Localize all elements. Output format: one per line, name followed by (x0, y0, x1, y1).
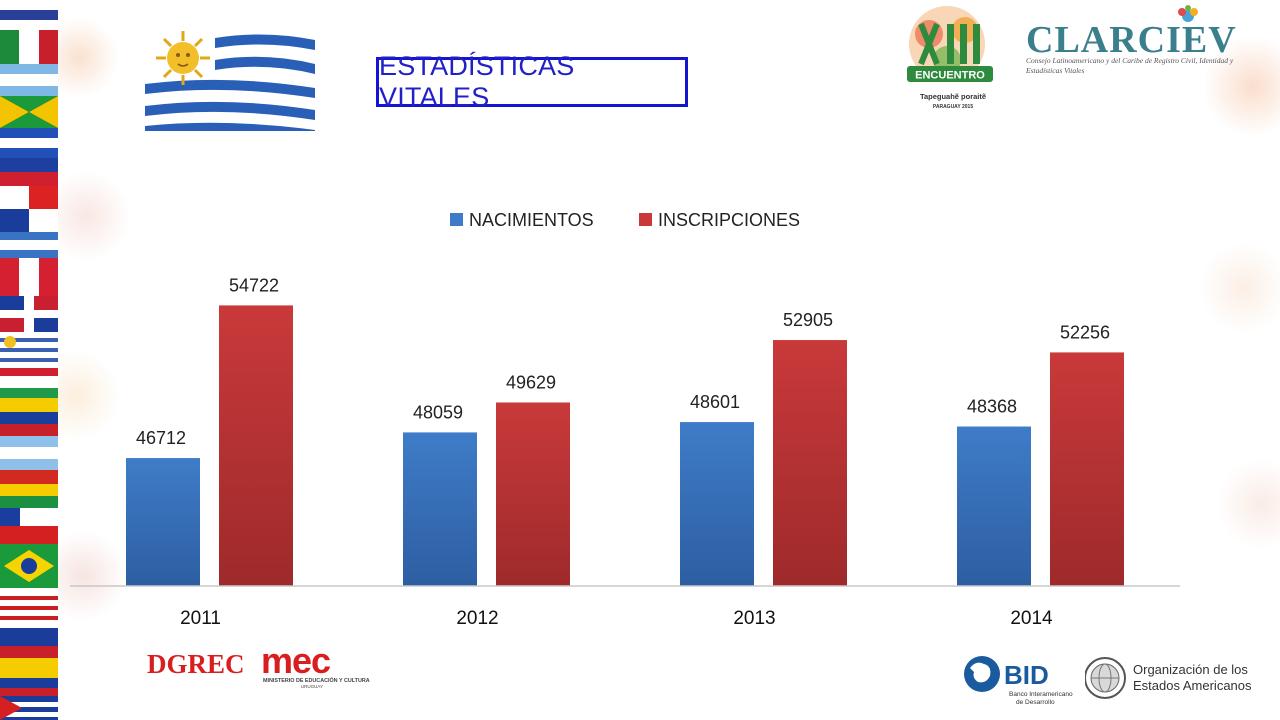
legend-swatch-nacimientos (450, 213, 463, 226)
data-label-inscripciones-2014: 52256 (1060, 322, 1110, 342)
legend-label-inscripciones: INSCRIPCIONES (658, 210, 800, 230)
oea-logo: Organización de los Estados Americanos (1085, 657, 1252, 699)
x-tick-2011: 2011 (180, 608, 221, 629)
mec-subtitle: MINISTERIO DE EDUCACIÓN Y CULTURA (263, 676, 370, 684)
vital-statistics-bar-chart: NACIMIENTOS INSCRIPCIONES 46712 54722 4805… (70, 210, 1180, 629)
slide-title-box: ESTADÍSTICAS VITALES (376, 51, 688, 112)
bar-nacimientos-2011 (126, 458, 200, 586)
encuentro-subtitle: Tapeguahẽ poraitẽ (920, 92, 986, 101)
x-tick-2012: 2012 (456, 608, 498, 629)
dgrec-text: DGREC (147, 649, 245, 679)
mec-text: mec (261, 645, 330, 681)
bid-subtitle-2: de Desarrollo (1016, 699, 1055, 706)
x-tick-2013: 2013 (733, 608, 775, 629)
dgrec-mec-logo: DGREC mec MINISTERIO DE EDUCACIÓN Y CULT… (147, 645, 370, 689)
clarciev-logo-mark (1178, 5, 1198, 22)
uruguay-flag-image (145, 30, 315, 131)
mec-country: URUGUAY (301, 684, 323, 689)
oea-text-2: Estados Americanos (1133, 678, 1252, 693)
bid-text: BID (1004, 660, 1049, 690)
encuentro-place: PARAGUAY 2015 (933, 104, 973, 110)
bid-logo: BID Banco Interamericano de Desarrollo (964, 656, 1073, 706)
chart-plot-area: 46712 54722 48059 49629 48601 52905 48368 52256 (126, 275, 1124, 586)
data-label-nacimientos-2013: 48601 (690, 392, 740, 412)
slide-title: ESTADÍSTICAS VITALES (379, 51, 575, 112)
oea-text-1: Organización de los (1133, 662, 1248, 677)
data-label-nacimientos-2011: 46712 (136, 428, 186, 448)
bar-inscripciones-2013 (773, 340, 847, 586)
bar-nacimientos-2012 (403, 432, 477, 586)
decorative-pattern-right (1190, 0, 1280, 720)
chart-legend: NACIMIENTOS INSCRIPCIONES (450, 210, 800, 230)
encuentro-logo: ENCUENTRO Tapeguahẽ poraitẽ PARAGUAY 201… (907, 6, 993, 110)
clarciev-name: CLARCIEV (1026, 19, 1237, 61)
bar-inscripciones-2014 (1050, 352, 1124, 586)
country-flags-strip (0, 0, 58, 720)
bar-nacimientos-2014 (957, 426, 1031, 586)
bar-inscripciones-2011 (219, 305, 293, 586)
data-label-inscripciones-2012: 49629 (506, 372, 556, 392)
encuentro-label: ENCUENTRO (915, 70, 985, 82)
x-tick-2014: 2014 (1010, 608, 1053, 629)
bar-inscripciones-2012 (496, 402, 570, 586)
decorative-pattern-left (58, 0, 128, 720)
legend-swatch-inscripciones (639, 213, 652, 226)
legend-label-nacimientos: NACIMIENTOS (469, 210, 594, 230)
bar-nacimientos-2013 (680, 422, 754, 586)
data-label-nacimientos-2014: 48368 (967, 397, 1017, 417)
data-label-inscripciones-2013: 52905 (783, 310, 833, 330)
data-label-inscripciones-2011: 54722 (229, 275, 279, 295)
data-label-nacimientos-2012: 48059 (413, 402, 463, 422)
bid-subtitle-1: Banco Interamericano (1009, 691, 1073, 698)
x-axis-ticks: 2011 2012 2013 2014 (180, 608, 1053, 629)
clarciev-tagline: Consejo Latinoamericano y del Caribe de … (1026, 56, 1234, 75)
